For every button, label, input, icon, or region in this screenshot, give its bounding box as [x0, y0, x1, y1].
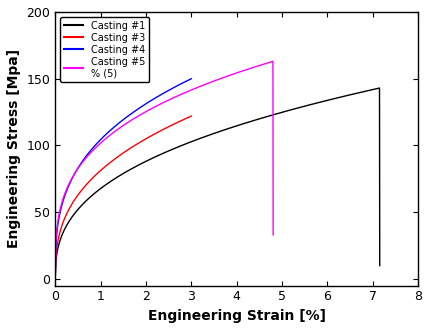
Y-axis label: Engineering Stress [Mpa]: Engineering Stress [Mpa]: [7, 49, 21, 248]
Legend: Casting #1, Casting #3, Casting #4, Casting #5
% (5): Casting #1, Casting #3, Casting #4, Cast…: [60, 17, 149, 82]
X-axis label: Engineering Strain [%]: Engineering Strain [%]: [148, 309, 326, 323]
